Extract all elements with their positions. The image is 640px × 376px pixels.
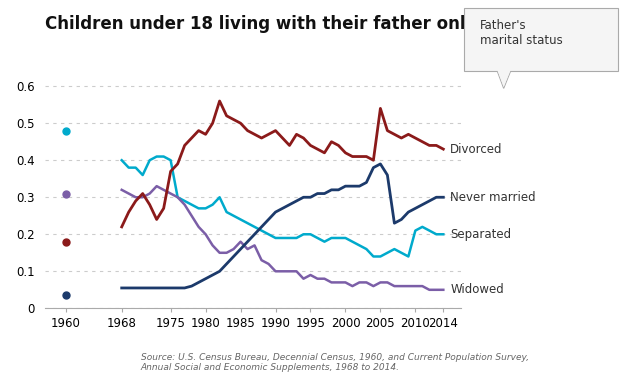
Text: Separated: Separated [451, 228, 511, 241]
Text: Divorced: Divorced [451, 143, 503, 156]
Text: Never married: Never married [451, 191, 536, 204]
Text: Father's
marital status: Father's marital status [480, 19, 563, 47]
Text: Source: U.S. Census Bureau, Decennial Census, 1960, and Current Population Surve: Source: U.S. Census Bureau, Decennial Ce… [141, 353, 529, 372]
Text: Widowed: Widowed [451, 283, 504, 296]
Text: Children under 18 living with their father only: Children under 18 living with their fath… [45, 15, 476, 33]
